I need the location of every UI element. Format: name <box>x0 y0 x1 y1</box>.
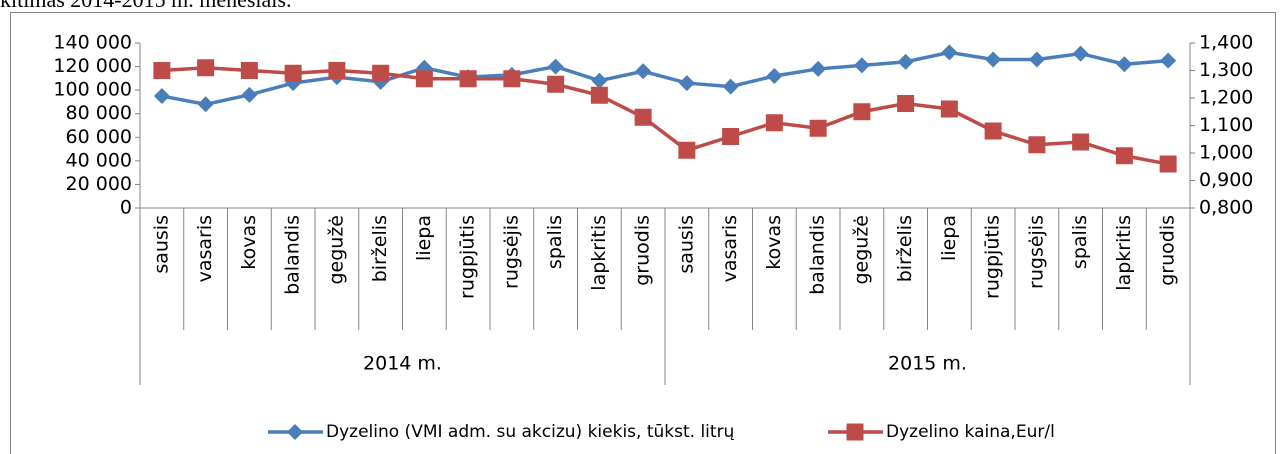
x-tick-label: rugpjūtis <box>457 215 479 299</box>
x-tick-label: balandis <box>282 215 304 295</box>
data-point <box>547 75 565 93</box>
x-tick-label: gegužė <box>325 215 347 285</box>
y-tick-label: 100 000 <box>53 79 132 101</box>
data-point <box>897 53 914 70</box>
legend-marker <box>287 424 303 440</box>
legend-marker <box>846 423 864 441</box>
data-point <box>415 70 433 88</box>
data-point <box>591 72 608 89</box>
data-point <box>984 122 1002 140</box>
chart-frame <box>10 12 1276 454</box>
y-tick-label: 120 000 <box>53 55 132 77</box>
data-point <box>197 59 215 77</box>
data-point <box>678 141 696 159</box>
data-point <box>941 44 958 61</box>
data-point <box>153 88 170 105</box>
data-point <box>1159 155 1177 173</box>
x-tick-label: balandis <box>807 215 829 295</box>
y-tick-label: 140 000 <box>53 32 132 54</box>
x-tick-label: lapkritis <box>1113 215 1135 291</box>
data-point <box>459 70 477 88</box>
data-point <box>678 75 695 92</box>
x-tick-label: rugsėjis <box>1025 215 1047 289</box>
data-point <box>197 96 214 113</box>
x-tick-label: sausis <box>675 215 697 274</box>
data-point <box>722 128 740 145</box>
y2-tick-label: 0,900 <box>1199 169 1253 191</box>
series-line <box>161 50 1169 107</box>
data-point <box>634 108 652 126</box>
x-tick-label: rugsėjis <box>500 215 522 289</box>
x-tick-label: lapkritis <box>588 215 610 291</box>
x-tick-label: kovas <box>238 215 260 270</box>
x-tick-label: liepa <box>938 215 960 261</box>
x-tick-label: birželis <box>369 215 391 282</box>
data-point <box>1160 52 1177 69</box>
x-tick-label: gruodis <box>1157 215 1179 286</box>
legend-label: Dyzelino (VMI adm. su akcizu) kiekis, tū… <box>326 422 735 442</box>
data-point <box>503 70 521 88</box>
y2-tick-label: 1,200 <box>1199 87 1253 109</box>
data-point <box>985 51 1002 68</box>
data-point <box>1115 147 1133 165</box>
y2-tick-label: 1,400 <box>1199 32 1253 54</box>
group-label: 2015 m. <box>888 353 967 375</box>
data-point <box>328 62 346 79</box>
data-point <box>897 95 915 112</box>
data-point <box>810 60 827 77</box>
x-tick-label: sausis <box>150 215 172 274</box>
y-tick-label: 0 <box>120 197 132 219</box>
data-point <box>940 100 958 118</box>
data-point <box>284 64 302 82</box>
series-line <box>161 65 1169 166</box>
y-tick-label: 40 000 <box>66 149 132 171</box>
x-tick-label: gegužė <box>850 215 872 285</box>
data-point <box>766 68 783 84</box>
x-tick-label: birželis <box>894 215 916 282</box>
y2-tick-label: 1,000 <box>1199 142 1253 164</box>
data-point <box>240 62 258 79</box>
data-point <box>853 57 870 74</box>
data-point <box>153 62 171 79</box>
x-tick-label: gruodis <box>632 215 654 286</box>
data-point <box>1116 56 1133 73</box>
data-point <box>853 103 871 121</box>
data-point <box>590 86 608 104</box>
data-point <box>765 114 783 132</box>
data-point <box>1028 51 1045 68</box>
data-point <box>1072 45 1089 62</box>
data-point <box>1028 136 1046 154</box>
x-tick-label: vasaris <box>194 215 216 282</box>
y2-tick-label: 1,100 <box>1199 114 1253 136</box>
group-label: 2014 m. <box>363 353 442 375</box>
data-point <box>372 64 390 82</box>
caption: kitimas 2014-2015 m. mėnesiais. <box>0 0 291 12</box>
y2-tick-label: 1,300 <box>1199 59 1253 81</box>
data-point <box>722 78 739 95</box>
data-point <box>635 63 652 80</box>
data-point <box>547 58 564 75</box>
y2-tick-label: 0,800 <box>1199 197 1253 219</box>
x-tick-label: kovas <box>763 215 785 270</box>
x-tick-label: vasaris <box>719 215 741 282</box>
x-tick-label: rugpjūtis <box>982 215 1004 299</box>
x-tick-label: liepa <box>413 215 435 261</box>
data-point <box>1072 133 1090 151</box>
data-point <box>241 86 258 103</box>
y-tick-label: 80 000 <box>66 102 132 124</box>
y-tick-label: 60 000 <box>66 126 132 148</box>
x-tick-label: spalis <box>544 215 566 269</box>
y-tick-label: 20 000 <box>66 173 132 195</box>
data-point <box>809 119 827 137</box>
x-tick-label: spalis <box>1069 215 1091 269</box>
legend-label: Dyzelino kaina,Eur/l <box>886 422 1055 442</box>
